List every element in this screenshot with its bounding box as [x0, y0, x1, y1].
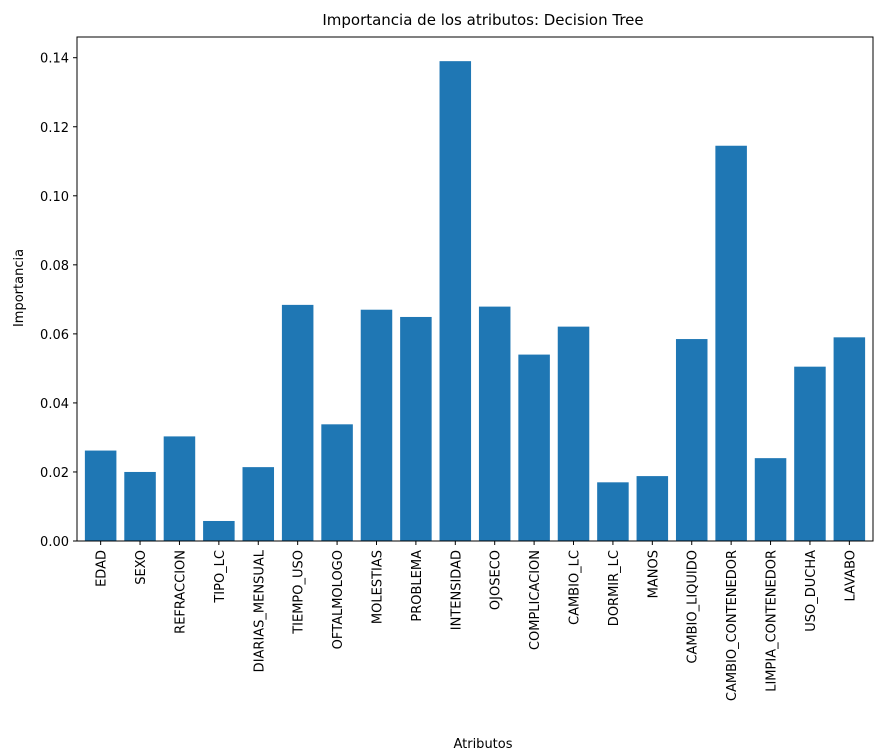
- x-tick-label: LAVABO: [843, 550, 858, 601]
- bar-sexo: [124, 471, 156, 541]
- bar-tiempo-uso: [281, 304, 314, 541]
- y-tick-label: 0.04: [40, 397, 69, 412]
- x-axis: EDAD SEXO REFRACCION TIPO_LC DIARIAS_MENSUAL…: [95, 541, 858, 701]
- y-axis-label: Importancia: [12, 249, 27, 327]
- x-tick-label: REFRACCION: [173, 550, 188, 634]
- x-tick-label: USO_DUCHA: [804, 550, 819, 632]
- x-tick-label: MOLESTIAS: [370, 550, 385, 624]
- x-tick-label: COMPLICACION: [528, 550, 543, 650]
- bar-complicacion: [518, 354, 550, 541]
- bar-uso-ducha: [794, 366, 826, 541]
- bar-lavabo: [833, 337, 866, 541]
- bar-ojoseco: [478, 306, 511, 541]
- bar-edad: [84, 450, 117, 541]
- y-tick-label: 0.06: [40, 328, 69, 343]
- bar-tipo-lc: [203, 520, 235, 541]
- bar-refraccion: [163, 436, 196, 541]
- x-tick-label: CAMBIO_CONTENEDOR: [725, 550, 740, 701]
- y-tick-label: 0.08: [40, 259, 69, 274]
- y-tick-label: 0.14: [40, 52, 69, 67]
- bar-problema: [400, 316, 432, 541]
- x-axis-label: Atributos: [453, 737, 512, 751]
- bar-oftalmologo: [321, 424, 353, 541]
- x-tick-label: TIEMPO_USO: [292, 550, 307, 635]
- y-tick-label: 0.00: [40, 535, 69, 550]
- plot-frame: [76, 36, 874, 542]
- x-tick-label: CAMBIO_LC: [568, 550, 583, 625]
- bar-cambio-liquido: [675, 339, 708, 541]
- chart-title: Importancia de los atributos: Decision T…: [322, 11, 643, 29]
- x-tick-label: SEXO: [134, 550, 149, 585]
- x-tick-label: TIPO_LC: [213, 550, 228, 604]
- x-tick-label: OJOSECO: [489, 550, 504, 610]
- x-tick-label: INTENSIDAD: [449, 550, 464, 630]
- bar-diarias-mensual: [242, 467, 275, 541]
- bar-limpia-contenedor: [754, 458, 787, 541]
- bar-intensidad: [439, 61, 472, 541]
- x-tick-label: MANOS: [646, 550, 661, 598]
- bar-cambio-contenedor: [715, 145, 747, 542]
- y-tick-label: 0.02: [40, 466, 69, 481]
- x-tick-label: LIMPIA_CONTENEDOR: [765, 550, 780, 692]
- x-tick-label: DIARIAS_MENSUAL: [252, 549, 267, 672]
- x-tick-label: CAMBIO_LIQUIDO: [686, 550, 701, 664]
- x-tick-label: PROBLEMA: [410, 550, 425, 622]
- bars-group: [84, 61, 866, 542]
- y-tick-label: 0.10: [40, 190, 69, 205]
- bar-dormir-lc: [597, 482, 629, 541]
- y-tick-label: 0.12: [40, 121, 69, 136]
- y-axis: 0.00 0.02 0.04 0.06 0.08 0.10 0.12 0.14: [40, 52, 77, 550]
- bar-manos: [636, 476, 669, 541]
- x-tick-label: OFTALMOLOGO: [331, 550, 346, 649]
- bar-cambio-lc: [557, 326, 590, 541]
- x-tick-label: DORMIR_LC: [607, 550, 622, 626]
- bar-molestias: [360, 309, 393, 541]
- x-tick-label: EDAD: [95, 550, 110, 587]
